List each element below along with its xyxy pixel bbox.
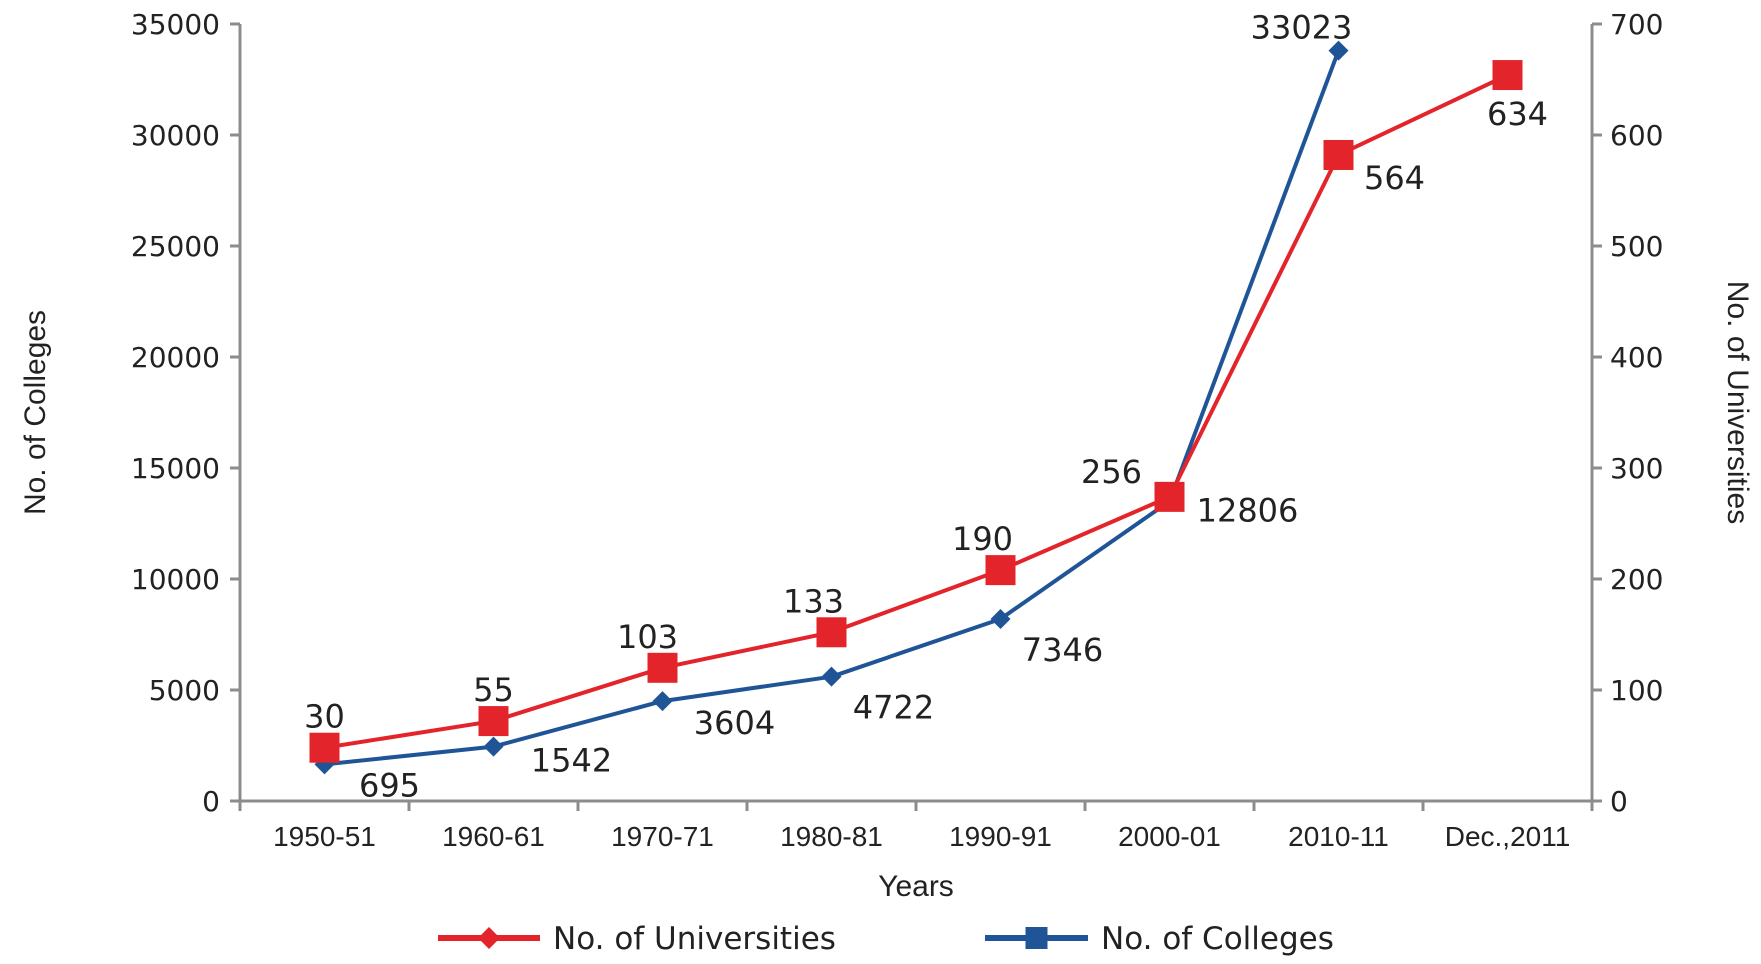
universities-point	[1492, 60, 1523, 91]
legend-item-colleges: No. of Colleges	[985, 921, 1334, 957]
y-left-tick-label: 15000	[131, 452, 220, 485]
x-tick-label: 1980-81	[780, 821, 883, 852]
y-left-tick-label: 5000	[149, 674, 220, 707]
x-tick-label: 1960-61	[442, 821, 545, 852]
universities-data-label: 564	[1364, 159, 1425, 197]
series-layer	[309, 40, 1523, 775]
y-right-tick-label: 0	[1610, 785, 1628, 818]
colleges-point	[652, 691, 673, 712]
y-right-tick-label: 300	[1610, 452, 1663, 485]
colleges-line	[324, 49, 1341, 767]
universities-data-label: 634	[1487, 95, 1548, 133]
universities-data-label: 133	[783, 582, 844, 620]
universities-point	[816, 617, 847, 648]
axes: 0 5000 10000 15000 20000 25000 30000 35000 0 100 2…	[19, 8, 1754, 903]
universities-data-label: 190	[952, 520, 1013, 558]
y-left-tick-label: 0	[202, 785, 220, 818]
data-labels: 695 1542 3604 4722 7346 12806 33023 30 55 103 133 1…	[304, 9, 1548, 805]
y-right-tick-label: 100	[1610, 674, 1663, 707]
y-left-tick-label: 35000	[131, 8, 220, 41]
legend-marker	[1025, 927, 1048, 949]
universities-point	[309, 732, 340, 763]
colleges-data-label: 33023	[1251, 9, 1353, 47]
legend-label: No. of Universities	[553, 921, 836, 957]
x-tick-label: Dec.,2011	[1445, 821, 1571, 852]
universities-point	[1154, 481, 1185, 512]
x-tick-label: 1990-91	[949, 821, 1052, 852]
colleges-data-label: 695	[359, 766, 420, 804]
universities-data-label: 55	[473, 671, 514, 709]
colleges-point	[1328, 40, 1349, 61]
universities-point	[647, 652, 678, 683]
x-tick-label: 2000-01	[1118, 821, 1221, 852]
y-left-tick-label: 20000	[131, 341, 220, 374]
universities-data-label: 103	[617, 618, 678, 656]
colleges-data-label: 3604	[694, 704, 775, 742]
colleges-data-label: 4722	[853, 689, 934, 727]
colleges-point	[990, 608, 1011, 629]
x-tick-label: 1950-51	[273, 821, 376, 852]
legend-item-universities: No. of Universities	[438, 921, 836, 957]
x-axis-title: Years	[878, 870, 954, 903]
colleges-data-label: 12806	[1197, 491, 1299, 529]
universities-data-label: 256	[1081, 453, 1142, 491]
colleges-point	[821, 666, 842, 687]
colleges-point	[483, 736, 504, 757]
y-left-tick-label: 30000	[131, 119, 220, 152]
universities-point	[1323, 139, 1354, 170]
y-right-tick-label: 200	[1610, 563, 1663, 596]
universities-line	[324, 73, 1509, 750]
legend-label: No. of Colleges	[1101, 921, 1334, 957]
universities-point	[478, 706, 509, 737]
colleges-data-label: 1542	[531, 742, 612, 780]
y-axis-right-title: No. of Universities	[1721, 281, 1754, 524]
y-right-tick-label: 600	[1610, 119, 1663, 152]
universities-data-label: 30	[304, 698, 345, 736]
x-tick-label: 2010-11	[1288, 821, 1389, 852]
universities-point	[985, 555, 1016, 586]
y-axis-left-title: No. of Colleges	[19, 310, 52, 515]
x-tick-label: 1970-71	[611, 821, 714, 852]
legend: No. of Universities No. of Colleges	[438, 921, 1334, 957]
y-left-tick-label: 25000	[131, 230, 220, 263]
y-right-tick-label: 500	[1610, 230, 1663, 263]
y-right-tick-label: 700	[1610, 8, 1663, 41]
y-right-tick-label: 400	[1610, 341, 1663, 374]
legend-marker	[478, 927, 500, 949]
y-left-tick-label: 10000	[131, 563, 220, 596]
colleges-data-label: 7346	[1022, 631, 1103, 669]
